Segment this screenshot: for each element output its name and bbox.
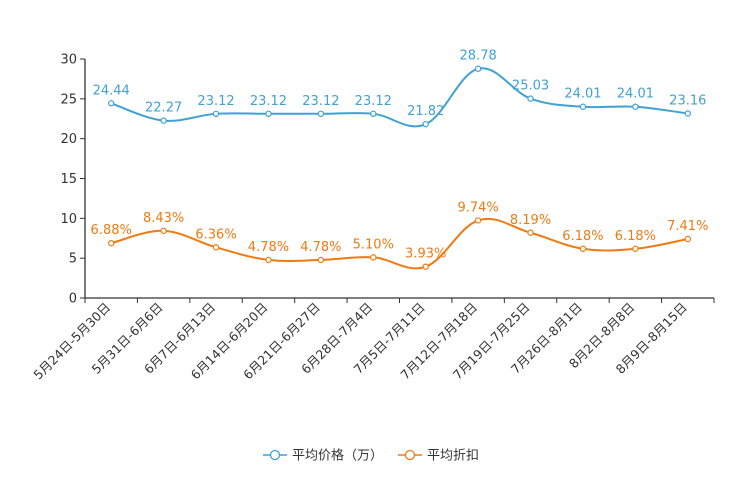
data-label-0: 24.01 xyxy=(564,87,601,102)
data-point-1[interactable] xyxy=(632,245,639,252)
data-point-0[interactable] xyxy=(265,110,272,118)
legend-item-1[interactable]: 平均折扣 xyxy=(398,449,479,464)
data-point-0[interactable] xyxy=(317,110,325,118)
data-point-1[interactable] xyxy=(212,244,220,251)
y-tick-label: 0 xyxy=(69,292,77,307)
legend-label: 平均价格（万） xyxy=(292,448,383,464)
y-axis: 0 5 10 15 20 25 30 xyxy=(60,53,86,307)
data-point-0[interactable] xyxy=(684,110,691,117)
data-label-1: 8.19% xyxy=(510,213,551,228)
data-point-0[interactable] xyxy=(370,110,377,118)
x-axis: 5月24日-5月30日5月31日-6月6日6月7日-6月13日6月14日-6月2… xyxy=(30,297,715,382)
data-label-0: 24.01 xyxy=(617,87,654,102)
data-label-0: 23.12 xyxy=(355,94,392,109)
series-line-1 xyxy=(110,217,688,270)
data-point-1[interactable] xyxy=(160,227,167,235)
y-tick-label: 25 xyxy=(60,92,77,107)
data-label-1: 5.10% xyxy=(353,237,394,252)
data-label-1: 6.18% xyxy=(615,229,656,244)
data-point-1[interactable] xyxy=(370,254,377,261)
legend-marker-icon xyxy=(404,449,416,461)
data-point-0[interactable] xyxy=(632,103,639,110)
data-point-1[interactable] xyxy=(684,235,691,243)
data-label-1: 6.36% xyxy=(195,227,236,242)
data-point-1[interactable] xyxy=(422,263,429,270)
data-label-0: 23.12 xyxy=(197,94,234,109)
data-label-1: 6.88% xyxy=(91,223,132,238)
data-point-1[interactable] xyxy=(527,229,534,236)
data-label-0: 28.78 xyxy=(460,49,497,64)
data-label-0: 22.27 xyxy=(145,101,182,116)
data-point-0[interactable] xyxy=(212,110,220,118)
legend-marker-icon xyxy=(269,449,281,461)
data-point-1[interactable] xyxy=(317,256,325,264)
data-point-0[interactable] xyxy=(474,65,482,72)
data-label-0: 23.12 xyxy=(302,94,339,109)
data-point-0[interactable] xyxy=(422,120,429,128)
data-point-1[interactable] xyxy=(108,239,115,247)
data-label-1: 6.18% xyxy=(562,229,603,244)
series-layer xyxy=(108,65,691,270)
data-label-1: 3.93% xyxy=(405,247,446,262)
data-labels: 24.44 22.27 23.12 23.12 23.12 23.12 21.82 28.78… xyxy=(91,49,709,262)
y-tick-label: 30 xyxy=(60,53,77,68)
legend[interactable]: 平均价格（万） 平均折扣 xyxy=(263,448,479,464)
data-label-1: 4.78% xyxy=(300,240,341,255)
data-label-0: 23.12 xyxy=(250,94,287,109)
legend-item-0[interactable]: 平均价格（万） xyxy=(263,448,383,464)
y-tick-label: 10 xyxy=(60,212,77,227)
data-point-0[interactable] xyxy=(579,103,587,110)
data-point-1[interactable] xyxy=(579,245,587,252)
data-label-1: 8.43% xyxy=(143,211,184,226)
data-label-0: 25.03 xyxy=(512,79,549,94)
data-label-0: 21.82 xyxy=(407,104,444,119)
data-point-1[interactable] xyxy=(265,256,272,264)
y-tick-label: 5 xyxy=(69,252,77,267)
data-point-0[interactable] xyxy=(160,117,167,124)
y-tick-label: 15 xyxy=(60,172,77,187)
data-label-0: 24.44 xyxy=(93,83,130,98)
data-label-1: 4.78% xyxy=(248,240,289,255)
data-label-0: 23.16 xyxy=(669,93,706,108)
data-point-1[interactable] xyxy=(474,217,482,224)
y-tick-label: 20 xyxy=(60,132,77,147)
data-point-0[interactable] xyxy=(527,95,534,102)
data-point-0[interactable] xyxy=(108,100,115,107)
data-label-1: 7.41% xyxy=(667,219,708,234)
data-label-1: 9.74% xyxy=(457,200,498,215)
legend-label: 平均折扣 xyxy=(427,449,479,464)
